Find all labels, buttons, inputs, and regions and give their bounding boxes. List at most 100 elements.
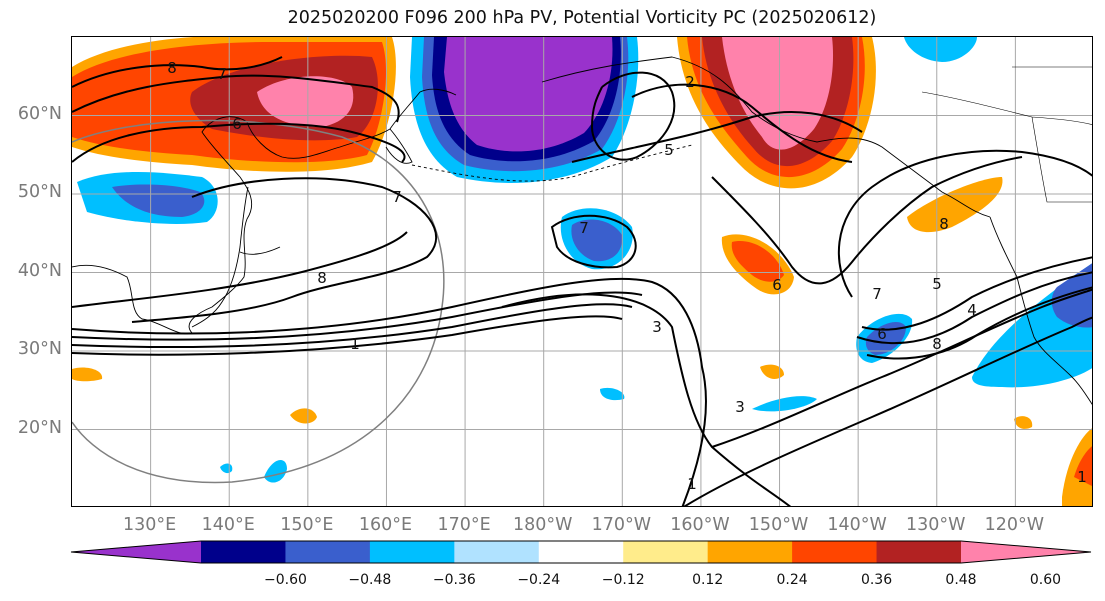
lon-label: 180°W bbox=[512, 515, 573, 535]
colorbar-segment bbox=[876, 541, 962, 563]
anomaly-positive-small-1 bbox=[290, 408, 317, 424]
contour-5-east bbox=[856, 271, 1092, 345]
lat-label: 60°N bbox=[17, 103, 62, 124]
coast-na bbox=[989, 216, 1092, 405]
contour-7-mid bbox=[590, 71, 676, 161]
contour-7-jp bbox=[131, 177, 438, 323]
contour-label: 3 bbox=[652, 318, 662, 336]
colorbar-segment bbox=[623, 541, 709, 563]
anomaly-positive-small-2 bbox=[760, 364, 784, 379]
contour-label: 8 bbox=[939, 215, 949, 233]
pv-contours bbox=[72, 56, 1092, 506]
contour-label: 1 bbox=[687, 475, 697, 493]
anomaly-negative-bering-core bbox=[444, 37, 613, 152]
colorbar-tick-label: −0.60 bbox=[263, 572, 307, 588]
colorbar-segment bbox=[285, 541, 371, 563]
lon-label: 120°W bbox=[984, 515, 1045, 535]
contour-label: 8 bbox=[932, 335, 942, 353]
contour-label: 5 bbox=[664, 141, 674, 159]
contour-label: 4 bbox=[967, 301, 977, 319]
contour-7-nw bbox=[72, 74, 400, 123]
anomaly-positive-small-3 bbox=[72, 367, 103, 382]
lat-label: 30°N bbox=[17, 339, 62, 359]
contour-label: 6 bbox=[232, 115, 242, 133]
colorbar-tick-label: 0.60 bbox=[1029, 572, 1062, 588]
anomaly-positive-nw-peak bbox=[257, 76, 354, 127]
anomaly-negative-small-3 bbox=[752, 396, 817, 412]
contour-label: 7 bbox=[579, 219, 589, 237]
range-ring bbox=[72, 119, 445, 484]
coast-borders bbox=[921, 66, 1092, 203]
contour-7-east bbox=[861, 256, 1092, 331]
colorbar-tick-label: −0.48 bbox=[348, 572, 392, 588]
map-title: 2025020200 F096 200 hPa PV, Potential Vo… bbox=[287, 8, 877, 28]
lon-label: 140°W bbox=[827, 515, 887, 535]
lon-label: 140°E bbox=[201, 515, 255, 535]
colorbar-segment bbox=[707, 541, 793, 563]
colorbar-tick-label: 0.24 bbox=[776, 572, 808, 588]
contour-label: 5 bbox=[932, 275, 942, 293]
lon-label: 150°W bbox=[748, 515, 809, 535]
pv-map: 8 7 6 7 8 1 3 5 7 6 8 7 5 4 8 3 2 1 6 1 bbox=[72, 37, 1092, 506]
anomaly-negative-small-1 bbox=[264, 459, 287, 483]
contour-labels: 8 7 6 7 8 1 3 5 7 6 8 7 5 4 8 3 2 1 6 1 bbox=[167, 59, 1087, 493]
contour-8-jp bbox=[72, 231, 408, 308]
contour-3-center bbox=[501, 293, 792, 506]
colorbar-segment bbox=[792, 541, 878, 563]
anomaly-negative-small-2 bbox=[600, 387, 625, 401]
coastlines bbox=[72, 56, 1092, 405]
colorbar-tick-label: −0.12 bbox=[601, 572, 645, 588]
colorbar bbox=[70, 540, 1092, 564]
lon-label: 150°E bbox=[280, 515, 334, 535]
contour-6-nw bbox=[72, 122, 406, 163]
colorbar-tick-label: 0.12 bbox=[692, 572, 724, 588]
colorbar-segment bbox=[369, 541, 455, 563]
contour-1-south bbox=[683, 316, 1092, 506]
anomaly-negative-small-5 bbox=[220, 463, 233, 474]
lon-label: 160°E bbox=[358, 515, 413, 535]
contour-8-nw bbox=[72, 56, 283, 88]
contour-label: 6 bbox=[772, 276, 782, 294]
jet-3 bbox=[72, 303, 633, 349]
anomaly-positive-se bbox=[1062, 428, 1092, 506]
colorbar-tick-label: −0.24 bbox=[517, 572, 561, 588]
contour-2-south bbox=[711, 288, 1092, 448]
contour-label: 2 bbox=[685, 73, 695, 91]
jet-4 bbox=[72, 315, 623, 356]
coast-alaska bbox=[541, 56, 991, 218]
colorbar-extend-high bbox=[961, 541, 1091, 563]
colorbar-outline bbox=[70, 540, 1092, 564]
colorbar-extend-low bbox=[71, 541, 201, 563]
contour-label: 7 bbox=[392, 188, 402, 206]
lon-label: 170°W bbox=[591, 515, 652, 535]
anomaly-positive-150w-core bbox=[731, 241, 784, 282]
colorbar-tick-label: 0.36 bbox=[860, 572, 893, 588]
contour-label: 3 bbox=[735, 398, 745, 416]
map-panel: 8 7 6 7 8 1 3 5 7 6 8 7 5 4 8 3 2 1 6 1 bbox=[71, 36, 1093, 507]
graticule bbox=[72, 37, 1092, 506]
colorbar-segment bbox=[538, 541, 624, 563]
colorbar-tick-label: 0.48 bbox=[945, 572, 977, 588]
contour-label: 7 bbox=[872, 285, 882, 303]
lon-label: 130°E bbox=[123, 515, 177, 535]
anomaly-positive-alaska-core bbox=[722, 37, 834, 150]
coast-asia bbox=[72, 88, 457, 335]
lon-label: 170°E bbox=[437, 515, 491, 535]
jet-1 bbox=[72, 277, 707, 506]
contour-6-east bbox=[711, 156, 1023, 285]
anomaly-positive-135w bbox=[907, 177, 1003, 233]
lat-label: 40°N bbox=[17, 260, 62, 281]
anomaly-negative-central-core bbox=[571, 219, 623, 262]
contour-label: 1 bbox=[1077, 468, 1087, 486]
contour-center-loop bbox=[550, 214, 637, 269]
lon-label: 160°W bbox=[670, 515, 730, 535]
lat-label: 20°N bbox=[17, 417, 62, 438]
lat-label: 50°N bbox=[17, 182, 62, 202]
coast-kamchatka bbox=[385, 128, 413, 164]
contour-label: 8 bbox=[167, 59, 177, 77]
lon-label: 130°W bbox=[906, 515, 966, 535]
anomaly-positive-se-core bbox=[1074, 446, 1092, 486]
colorbar-segment bbox=[201, 541, 286, 563]
contour-8-east bbox=[837, 149, 1092, 298]
contour-5-alaska bbox=[571, 111, 863, 163]
